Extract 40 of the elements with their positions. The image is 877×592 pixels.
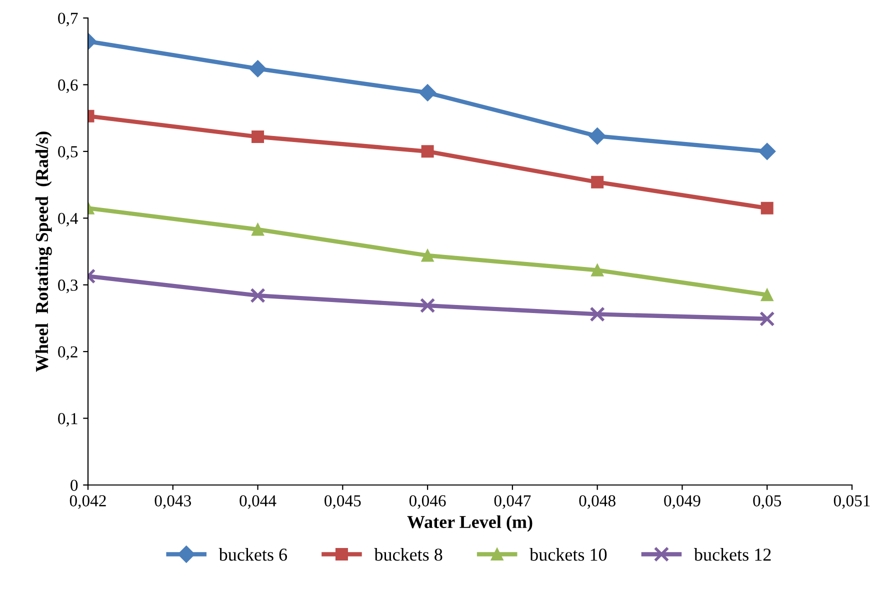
x-tick-label: 0,044 bbox=[240, 495, 276, 509]
x-tick-label: 0,047 bbox=[494, 495, 531, 509]
x-tick-label: 0,045 bbox=[324, 495, 361, 509]
legend-label: buckets 10 bbox=[530, 548, 607, 561]
legend-label: buckets 6 bbox=[218, 548, 288, 561]
y-tick-label: 0,6 bbox=[58, 79, 78, 94]
point bbox=[249, 60, 266, 78]
point bbox=[760, 288, 774, 302]
point bbox=[420, 298, 436, 314]
y-tick-label: 0,3 bbox=[58, 280, 78, 294]
y-tick-label: 0,4 bbox=[58, 212, 78, 226]
y-tick-label: 0,5 bbox=[58, 146, 78, 160]
point bbox=[421, 145, 434, 158]
point bbox=[588, 128, 606, 145]
x-tick-label: 0,046 bbox=[409, 495, 446, 509]
x-tick-label: 0,049 bbox=[664, 495, 700, 509]
point bbox=[421, 249, 434, 262]
point bbox=[591, 176, 604, 188]
x-tick-label: 0,051 bbox=[834, 495, 870, 509]
y-axis-title: Wheel Rotating Speed (Rad/s) bbox=[35, 132, 52, 372]
x-tick-label: 0,042 bbox=[70, 495, 106, 509]
point bbox=[759, 311, 775, 327]
y-tick-label: 0,7 bbox=[58, 12, 78, 26]
x-tick-label: 0,05 bbox=[753, 495, 782, 509]
y-tick-label: 0 bbox=[70, 480, 78, 491]
point bbox=[590, 306, 605, 322]
legend-label: buckets 12 bbox=[694, 548, 771, 561]
y-tick-label: 0,1 bbox=[58, 412, 78, 427]
point bbox=[419, 84, 436, 102]
point bbox=[252, 130, 264, 143]
legend-label: buckets 8 bbox=[374, 548, 442, 561]
y-tick-label: 0,2 bbox=[58, 346, 78, 360]
x-tick-label: 0,043 bbox=[154, 495, 191, 509]
point bbox=[250, 288, 266, 304]
point bbox=[591, 264, 604, 276]
x-tick-label: 0,048 bbox=[579, 495, 616, 509]
point bbox=[252, 223, 264, 236]
point bbox=[760, 202, 774, 214]
point bbox=[758, 142, 776, 160]
x-axis-title: Water Level (m) bbox=[407, 515, 532, 532]
